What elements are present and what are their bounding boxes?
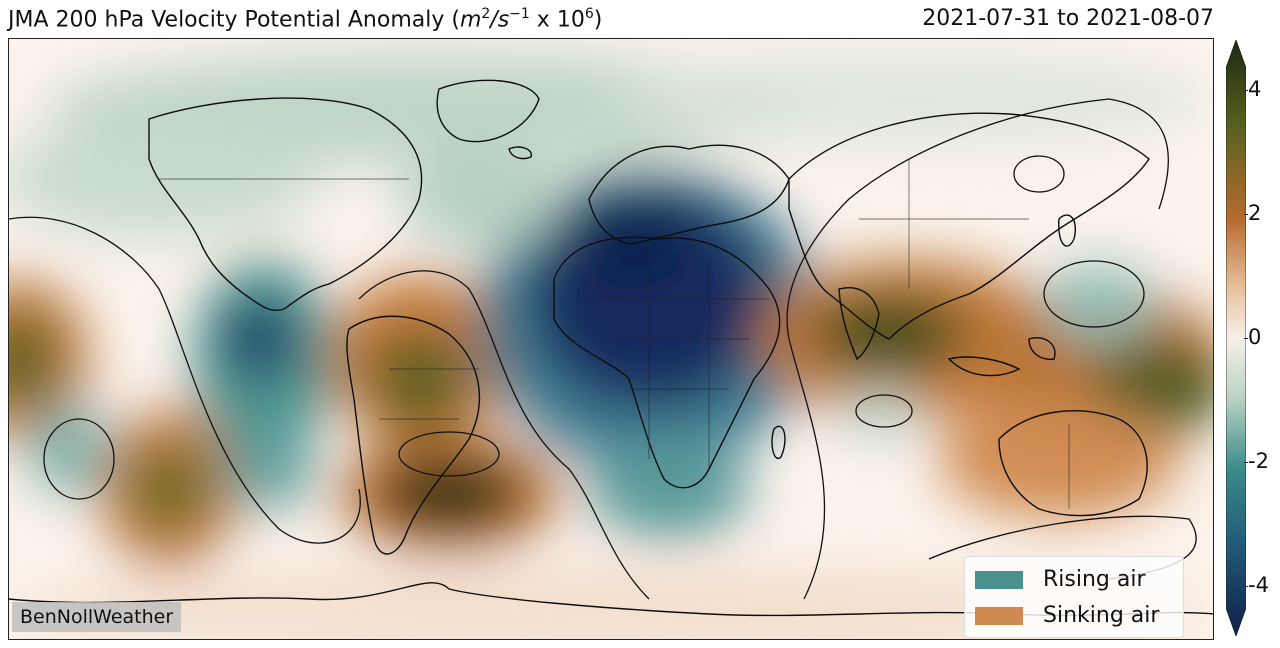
legend-swatch-sinking [975,606,1023,625]
colorbar-tick-mark [1244,89,1248,91]
colorbar-fill [1226,40,1246,636]
legend-item-sinking: Sinking air [975,603,1159,628]
anomaly-field [9,54,1213,639]
watermark: BenNollWeather [12,602,182,632]
colorbar-tick-mark [1244,586,1248,588]
country-borders [159,159,1070,509]
colorbar-tick-label: 0 [1248,325,1262,349]
date-range: 2021-07-31 to 2021-08-07 [922,6,1214,31]
map-panel [8,38,1214,640]
legend-swatch-rising [975,570,1023,589]
colorbar-tick-label: -4 [1248,573,1269,598]
colorbar-tick-label: 4 [1248,76,1262,101]
zero-contours [9,98,1197,600]
colorbar [1226,40,1246,636]
colorbar-tick-label: -2 [1248,449,1269,474]
legend: Rising air Sinking air [964,556,1184,638]
colorbar-tick-label: 2 [1248,200,1262,225]
colorbar-tick-mark [1244,213,1248,215]
colorbar-tick-mark [1244,338,1248,339]
colorbar-tick-mark [1244,462,1248,464]
chart-title: JMA 200 hPa Velocity Potential Anomaly (… [8,6,603,33]
anomaly-map [9,39,1213,639]
legend-item-rising: Rising air [975,567,1146,592]
